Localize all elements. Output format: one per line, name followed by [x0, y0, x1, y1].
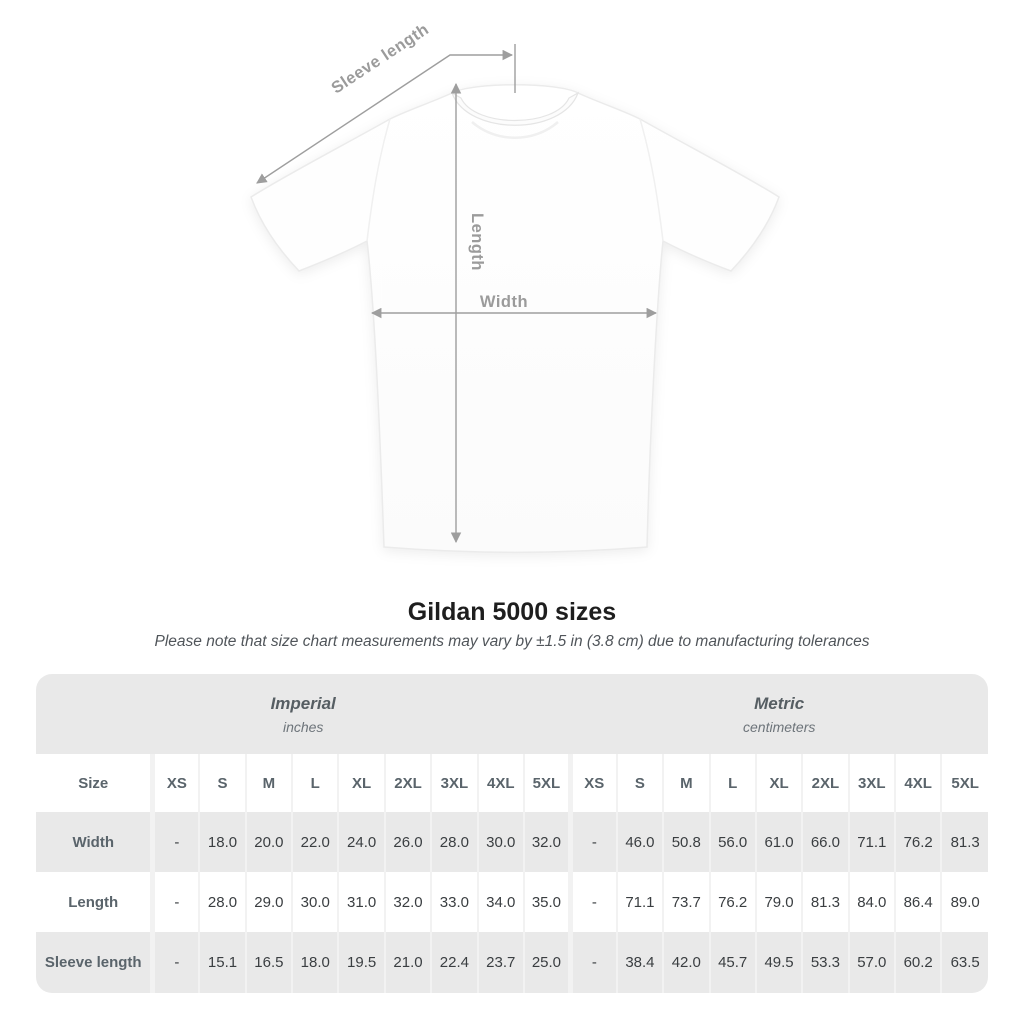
sleeve-length-label: Sleeve length	[328, 20, 432, 97]
size-header: L	[709, 754, 757, 812]
size-header: S	[199, 754, 247, 812]
table-cell: 22.0	[292, 812, 340, 872]
size-header: M	[245, 754, 294, 812]
table-cell: 81.3	[802, 872, 850, 932]
table-cell: 28.0	[431, 812, 479, 872]
size-header: 5XL	[523, 754, 573, 812]
size-header: S	[616, 754, 665, 812]
table-cell: 63.5	[950, 954, 980, 971]
size-header: 2XL	[384, 754, 433, 812]
table-cell: 29.0	[245, 872, 294, 932]
size-table: Imperial inches Metric centimeters Size …	[36, 674, 988, 993]
tshirt-illustration	[250, 84, 780, 553]
table-cell: 81.3	[950, 833, 980, 851]
size-header: 2XL	[802, 754, 850, 812]
table-cell: 33.0	[431, 872, 479, 932]
table-cell: 30.0	[292, 872, 340, 932]
length-label: Length	[468, 213, 486, 271]
table-cell: 89.0	[950, 893, 980, 911]
table-cell: 71.1	[616, 872, 665, 932]
table-cell: 45.7	[709, 932, 757, 993]
table-cell: -	[152, 872, 201, 932]
table-cell: 32.0	[523, 812, 573, 872]
table-cell: 26.0	[384, 812, 433, 872]
table-cell: -	[570, 872, 618, 932]
size-header: 3XL	[848, 754, 897, 812]
table-cell: 38.4	[616, 932, 665, 993]
table-cell: 21.0	[384, 932, 433, 993]
imperial-label: Imperial	[270, 693, 336, 713]
table-cell: 22.4	[431, 932, 479, 993]
table-cell: 71.1	[848, 812, 897, 872]
sleeve-length-row: Sleeve length - 15.1 16.5 18.0 19.5 21.0…	[36, 932, 988, 993]
row-label: Width	[36, 812, 156, 872]
row-label: Sleeve length	[36, 932, 156, 993]
table-cell: 46.0	[616, 812, 665, 872]
size-header: 3XL	[431, 754, 479, 812]
metric-unit: centimeters	[743, 718, 816, 735]
table-cell: 15.1	[199, 932, 247, 993]
table-cell: 30.0	[477, 812, 525, 872]
metric-label: Metric	[754, 693, 805, 713]
table-cell: 49.5	[755, 932, 804, 993]
size-table-container: Imperial inches Metric centimeters Size …	[36, 674, 988, 993]
table-cell: 32.0	[384, 872, 433, 932]
table-cell: 53.3	[802, 932, 850, 993]
table-cell: 56.0	[709, 812, 757, 872]
table-cell: 42.0	[663, 932, 711, 993]
table-cell: 50.8	[663, 812, 711, 872]
tshirt-measurement-diagram: Sleeve length Length Width	[250, 20, 780, 553]
size-header: XS	[152, 754, 201, 812]
table-cell: 76.2	[895, 812, 943, 872]
metric-group-header: Metric centimeters	[570, 674, 988, 754]
table-cell: 18.0	[292, 932, 340, 993]
imperial-unit: inches	[282, 718, 324, 735]
table-cell: 76.2	[709, 872, 757, 932]
size-header: XL	[338, 754, 386, 812]
table-cell: 28.0	[199, 872, 247, 932]
table-cell: -	[152, 812, 201, 872]
table-cell: 61.0	[755, 812, 804, 872]
size-column-header: Size	[36, 754, 156, 812]
width-label: Width	[480, 293, 528, 311]
table-cell: -	[570, 932, 618, 993]
size-header-row: Size XS S M L XL 2XL 3XL 4XL 5XL XS S M …	[36, 754, 988, 812]
table-cell: 23.7	[477, 932, 525, 993]
size-header: M	[663, 754, 711, 812]
size-header: XL	[755, 754, 804, 812]
table-cell: 16.5	[245, 932, 294, 993]
imperial-group-header: Imperial inches	[36, 674, 571, 754]
table-cell: 86.4	[895, 872, 943, 932]
size-header: 5XL	[951, 774, 979, 792]
table-cell: 31.0	[338, 872, 386, 932]
table-cell: -	[152, 932, 201, 993]
table-cell: 18.0	[199, 812, 247, 872]
table-cell: 84.0	[848, 872, 897, 932]
tolerance-note: Please note that size chart measurements…	[154, 633, 870, 650]
width-row: Width - 18.0 20.0 22.0 24.0 26.0 28.0 30…	[36, 812, 988, 872]
table-cell: 57.0	[848, 932, 897, 993]
size-header: 4XL	[895, 754, 943, 812]
unit-group-header-row: Imperial inches Metric centimeters	[36, 674, 988, 754]
table-cell: 60.2	[895, 932, 943, 993]
size-header: XS	[570, 754, 618, 812]
table-cell: 35.0	[523, 872, 573, 932]
size-header: L	[292, 754, 340, 812]
table-cell: 73.7	[663, 872, 711, 932]
sleeve-length-arrow	[256, 49, 514, 184]
table-cell: -	[570, 812, 618, 872]
table-cell: 20.0	[245, 812, 294, 872]
table-cell: 34.0	[477, 872, 525, 932]
page-title: Gildan 5000 sizes	[407, 598, 617, 626]
table-cell: 24.0	[338, 812, 386, 872]
row-label: Length	[36, 872, 156, 932]
table-cell: 79.0	[755, 872, 804, 932]
table-cell: 25.0	[523, 932, 573, 993]
size-header: 4XL	[477, 754, 525, 812]
table-cell: 66.0	[802, 812, 850, 872]
table-cell: 19.5	[338, 932, 386, 993]
length-row: Length - 28.0 29.0 30.0 31.0 32.0 33.0 3…	[36, 872, 988, 932]
